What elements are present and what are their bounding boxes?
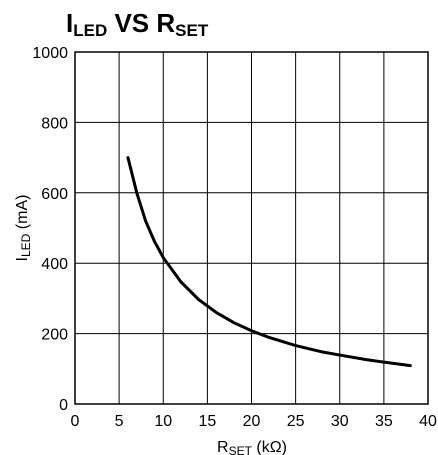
x-tick-label: 0 (71, 413, 80, 430)
x-tick-label: 35 (375, 413, 393, 430)
y-tick-label: 200 (41, 327, 68, 344)
y-axis-label-rest: (mA) (14, 195, 31, 234)
x-axis-label-sub: SET (229, 444, 253, 455)
title-mid: VS R (107, 8, 175, 38)
x-tick-label: 10 (154, 413, 172, 430)
y-tick-label: 800 (41, 115, 68, 132)
x-axis-label-main: R (217, 439, 229, 455)
x-tick-label: 30 (331, 413, 349, 430)
plot-frame-group (74, 51, 429, 405)
y-axis-label-sub: LED (19, 233, 33, 257)
y-axis-label-main: I (14, 257, 31, 261)
grid (75, 52, 428, 404)
series-line (126, 156, 412, 368)
y-axis-label: ILED (mA) (14, 195, 33, 262)
chart-title: ILED VS RSET (66, 8, 209, 40)
y-tick-labels: 0 200 400 600 800 1000 (32, 45, 68, 414)
x-tick-label: 20 (243, 413, 261, 430)
title-main-1: I (66, 8, 73, 38)
y-tick-label: 400 (41, 256, 68, 273)
plot-frame (74, 51, 429, 405)
title-sub-2: SET (175, 21, 209, 40)
y-tick-label: 600 (41, 186, 68, 203)
y-tick-label: 1000 (32, 45, 68, 62)
x-tick-label: 25 (287, 413, 305, 430)
x-tick-label: 15 (198, 413, 216, 430)
x-tick-label: 40 (419, 413, 437, 430)
series-curve-group (126, 156, 412, 368)
title-sub-1: LED (73, 21, 107, 40)
y-tick-label: 0 (59, 397, 68, 414)
x-axis-label-rest: (kΩ) (252, 439, 287, 455)
x-axis-label: RSET (kΩ) (217, 439, 287, 455)
x-tick-label: 5 (115, 413, 124, 430)
x-tick-labels: 0 5 10 15 20 25 30 35 40 (71, 413, 437, 430)
